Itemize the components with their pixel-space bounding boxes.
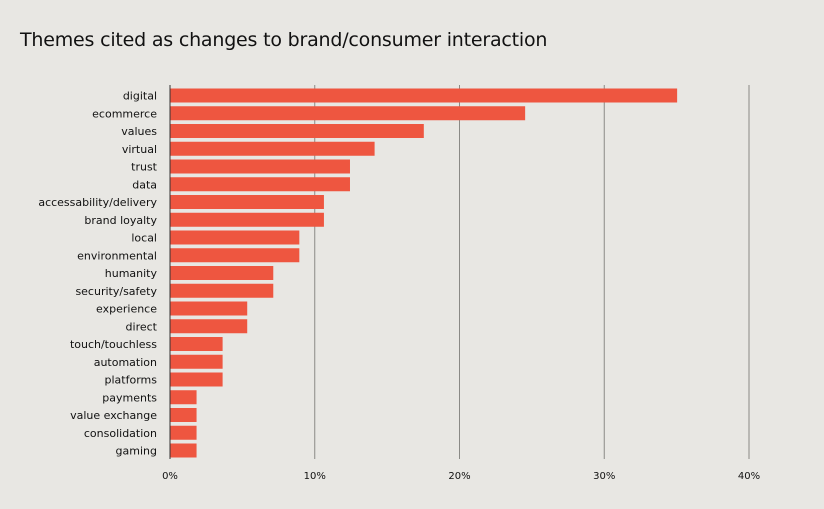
category-label: platforms bbox=[105, 374, 158, 387]
category-label: values bbox=[121, 125, 157, 138]
x-tick-label: 0% bbox=[162, 471, 178, 482]
bar-platforms bbox=[170, 372, 223, 387]
bar-automation bbox=[170, 354, 223, 369]
bar-digital bbox=[170, 88, 678, 103]
bar-brand-loyalty bbox=[170, 212, 324, 227]
category-label: virtual bbox=[122, 143, 157, 156]
category-label: humanity bbox=[105, 267, 158, 280]
bars bbox=[170, 88, 678, 458]
x-tick-labels: 0% 10% 20% 30% 40% bbox=[162, 471, 760, 482]
x-tick-label: 30% bbox=[593, 471, 615, 482]
bar-direct bbox=[170, 319, 248, 334]
category-labels: digital ecommerce values virtual trust data ac… bbox=[38, 90, 157, 458]
bar-environmental bbox=[170, 248, 300, 263]
category-label: trust bbox=[131, 161, 158, 174]
category-label: digital bbox=[123, 90, 157, 103]
category-label: value exchange bbox=[70, 409, 157, 422]
category-label: environmental bbox=[77, 249, 157, 262]
chart-title: Themes cited as changes to brand/consume… bbox=[20, 29, 548, 51]
category-label: consolidation bbox=[84, 427, 157, 440]
bar-humanity bbox=[170, 266, 274, 280]
x-tick-label: 40% bbox=[738, 471, 760, 482]
category-label: accessability/delivery bbox=[38, 196, 157, 209]
category-label: automation bbox=[94, 356, 157, 369]
x-tick-label: 20% bbox=[448, 471, 470, 482]
category-label: payments bbox=[102, 391, 157, 404]
category-label: experience bbox=[96, 303, 157, 316]
bar-touch-touchless bbox=[170, 337, 223, 351]
category-label: brand loyalty bbox=[84, 214, 157, 227]
bar-values bbox=[170, 124, 424, 138]
bar-gaming bbox=[170, 443, 197, 458]
bar-accessability-delivery bbox=[170, 195, 324, 209]
category-label: local bbox=[131, 232, 157, 245]
bar-trust bbox=[170, 159, 350, 174]
bar-consolidation bbox=[170, 425, 197, 440]
category-label: direct bbox=[126, 320, 158, 333]
bar-payments bbox=[170, 390, 197, 405]
bar-security-safety bbox=[170, 283, 274, 298]
category-label: touch/touchless bbox=[70, 338, 157, 351]
category-label: security/safety bbox=[75, 285, 157, 298]
category-label: ecommerce bbox=[92, 107, 157, 120]
x-tick-label: 10% bbox=[304, 471, 326, 482]
grid-lines bbox=[314, 85, 750, 459]
category-label: gaming bbox=[116, 445, 157, 458]
bar-ecommerce bbox=[170, 106, 526, 121]
category-label: data bbox=[132, 178, 157, 191]
bar-virtual bbox=[170, 141, 375, 156]
bar-experience bbox=[170, 301, 248, 316]
bar-local bbox=[170, 230, 300, 245]
bar-value-exchange bbox=[170, 408, 197, 422]
bar-data bbox=[170, 177, 350, 192]
